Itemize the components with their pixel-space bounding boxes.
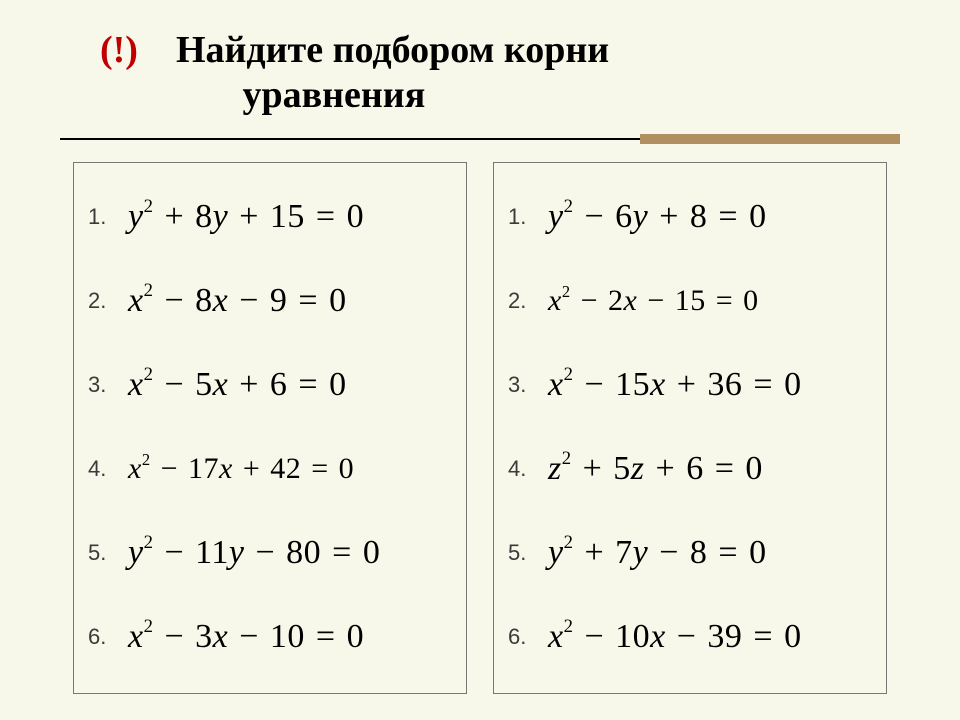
item-number: 6. bbox=[88, 624, 128, 650]
item-number: 3. bbox=[508, 372, 548, 398]
item-number: 2. bbox=[508, 288, 548, 314]
equation-row: 5.y2 + 7y − 8 = 0 bbox=[508, 511, 876, 595]
equation-row: 4.x2 − 17x + 42 = 0 bbox=[88, 427, 456, 511]
divider-accent bbox=[640, 134, 900, 144]
item-number: 1. bbox=[508, 204, 548, 230]
item-number: 1. bbox=[88, 204, 128, 230]
equation: y2 + 8y + 15 = 0 bbox=[128, 198, 364, 236]
item-number: 4. bbox=[508, 456, 548, 482]
title-line2: уравнения bbox=[243, 74, 426, 116]
equation-row: 3.x2 − 5x + 6 = 0 bbox=[88, 343, 456, 427]
equation-row: 6.x2 − 10x − 39 = 0 bbox=[508, 595, 876, 679]
right-column: 1.y2 − 6y + 8 = 02.x2 − 2x − 15 = 03.x2 … bbox=[493, 162, 887, 694]
equation-row: 2.x2 − 8x − 9 = 0 bbox=[88, 259, 456, 343]
left-column: 1.y2 + 8y + 15 = 02.x2 − 8x − 9 = 03.x2 … bbox=[73, 162, 467, 694]
equation: z2 + 5z + 6 = 0 bbox=[548, 450, 763, 488]
item-number: 6. bbox=[508, 624, 548, 650]
item-number: 5. bbox=[508, 540, 548, 566]
equation-row: 2.x2 − 2x − 15 = 0 bbox=[508, 259, 876, 343]
equation-row: 3.x2 − 15x + 36 = 0 bbox=[508, 343, 876, 427]
title-line1: Найдите подбором корни bbox=[176, 29, 609, 71]
excl-mark: (!) bbox=[100, 29, 138, 71]
equation: y2 − 11y − 80 = 0 bbox=[128, 534, 380, 572]
equation: x2 − 17x + 42 = 0 bbox=[128, 452, 354, 486]
equation: y2 − 6y + 8 = 0 bbox=[548, 198, 767, 236]
item-number: 3. bbox=[88, 372, 128, 398]
equation: x2 − 10x − 39 = 0 bbox=[548, 618, 802, 656]
equation: y2 + 7y − 8 = 0 bbox=[548, 534, 767, 572]
equation: x2 − 2x − 15 = 0 bbox=[548, 284, 759, 318]
equation-row: 6.x2 − 3x − 10 = 0 bbox=[88, 595, 456, 679]
equation-row: 4.z2 + 5z + 6 = 0 bbox=[508, 427, 876, 511]
equation-row: 1.y2 + 8y + 15 = 0 bbox=[88, 175, 456, 259]
item-number: 2. bbox=[88, 288, 128, 314]
equation: x2 − 5x + 6 = 0 bbox=[128, 366, 347, 404]
equation-row: 5.y2 − 11y − 80 = 0 bbox=[88, 511, 456, 595]
equation: x2 − 8x − 9 = 0 bbox=[128, 282, 347, 320]
title-area: (!) Найдите подбором корни уравнения bbox=[0, 0, 960, 130]
item-number: 4. bbox=[88, 456, 128, 482]
item-number: 5. bbox=[88, 540, 128, 566]
divider bbox=[0, 134, 960, 146]
equation: x2 − 15x + 36 = 0 bbox=[548, 366, 802, 404]
columns: 1.y2 + 8y + 15 = 02.x2 − 8x − 9 = 03.x2 … bbox=[0, 162, 960, 694]
equation: x2 − 3x − 10 = 0 bbox=[128, 618, 364, 656]
page-title: (!) Найдите подбором корни уравнения bbox=[100, 28, 900, 118]
equation-row: 1.y2 − 6y + 8 = 0 bbox=[508, 175, 876, 259]
